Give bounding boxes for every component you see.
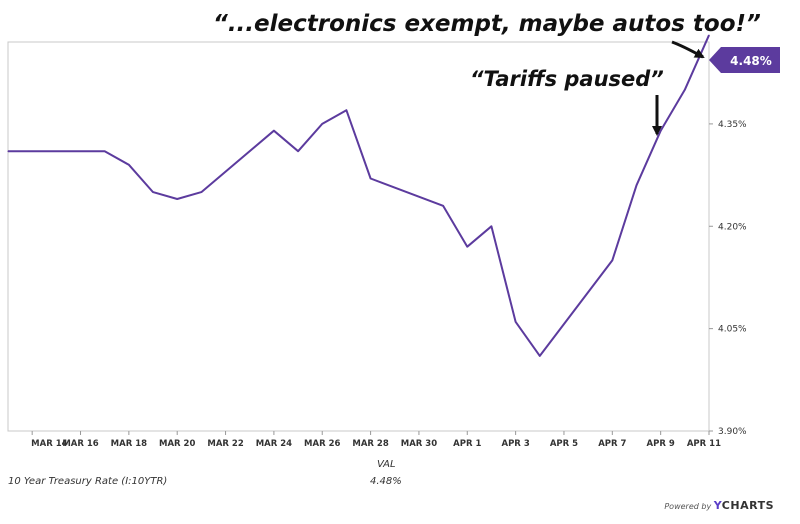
data-point (31, 150, 33, 152)
data-point (104, 150, 106, 152)
x-tick-label: MAR 26 (304, 439, 340, 449)
footer-val-header: VAL (377, 459, 396, 470)
x-tick-label: APR 5 (550, 439, 578, 449)
data-point (7, 150, 9, 152)
data-point (708, 34, 710, 36)
annotation-tariffs-paused: “Tariffs paused” (470, 67, 664, 91)
x-tick-label: APR 7 (598, 439, 626, 449)
footer-series-value: 4.48% (370, 476, 402, 487)
data-point (515, 321, 517, 323)
data-point (660, 130, 662, 132)
plot-frame (7, 41, 710, 432)
end-value-badge: 4.48% (709, 47, 780, 73)
data-point (128, 164, 130, 166)
y-axis: 4.35% 4.20% 4.05% 3.90% (709, 120, 747, 437)
x-tick-label: MAR 28 (352, 439, 388, 449)
annotation-arrow-electronics (671, 40, 705, 59)
x-tick-label: APR 3 (502, 439, 530, 449)
data-point (273, 130, 275, 132)
data-point (684, 89, 686, 91)
x-tick-label: APR 11 (687, 439, 721, 449)
data-point (200, 191, 202, 193)
data-point (176, 198, 178, 200)
y-tick-label: 4.35% (718, 120, 747, 130)
x-tick-label: MAR 14 (31, 439, 67, 449)
x-tick-label: APR 9 (647, 439, 675, 449)
x-tick-label: MAR 30 (401, 439, 437, 449)
data-point (635, 184, 638, 186)
data-point (321, 123, 323, 125)
x-tick-label: MAR 16 (62, 439, 98, 449)
powered-by-text: Powered by (664, 502, 712, 511)
powered-by-ycharts: Powered by YCHARTS (664, 499, 774, 512)
data-point (297, 150, 299, 152)
x-tick-label: MAR 24 (256, 439, 292, 449)
x-tick-label: MAR 18 (111, 439, 147, 449)
x-tick-label: MAR 20 (159, 439, 195, 449)
data-points (7, 34, 710, 357)
data-point (466, 246, 468, 248)
data-point (611, 259, 613, 261)
x-tick-label: MAR 22 (207, 439, 243, 449)
y-tick-label: 3.90% (718, 427, 747, 437)
end-value-label: 4.48% (730, 54, 772, 68)
ycharts-logo: YCHARTS (713, 499, 774, 512)
data-point (369, 177, 372, 180)
x-tick-label: APR 1 (453, 439, 481, 449)
data-point (152, 191, 154, 193)
data-point (442, 205, 444, 207)
series-line-10y-treasury (8, 34, 710, 357)
data-point (345, 109, 348, 111)
y-tick-label: 4.05% (718, 325, 747, 335)
y-tick-label: 4.20% (718, 222, 747, 232)
data-point (539, 355, 541, 357)
footer-series-name: 10 Year Treasury Rate (I:10YTR) (8, 476, 168, 487)
data-point (490, 225, 493, 227)
annotation-electronics: “...electronics exempt, maybe autos too!… (213, 11, 761, 37)
